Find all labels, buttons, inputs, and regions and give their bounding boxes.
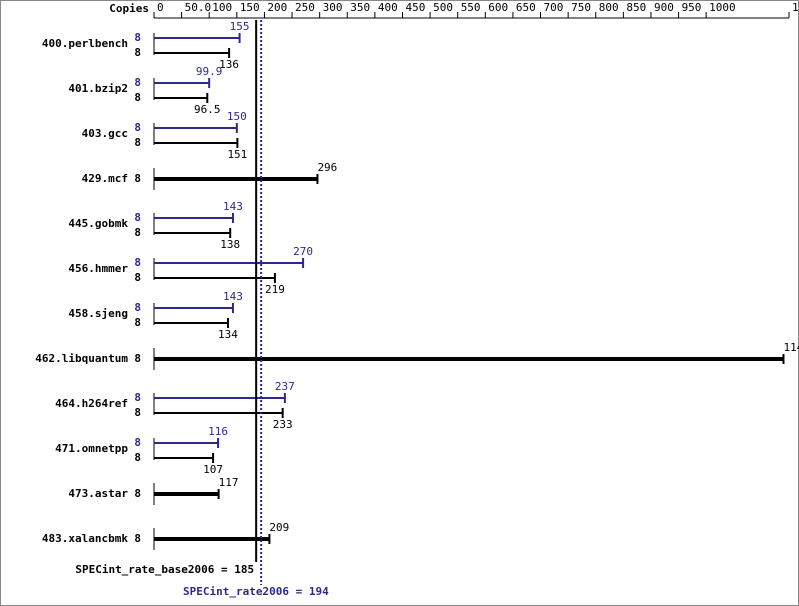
copies-label: 8 [134,391,141,404]
category-label: 462.libquantum [35,352,128,365]
x-tick-label: 550 [461,1,481,14]
x-tick-label: 750 [571,1,591,14]
value-label: 99.9 [196,65,223,78]
x-tick-label: 300 [323,1,343,14]
value-label: 233 [273,418,293,431]
copies-label: 8 [134,532,141,545]
category-label: 483.xalancbmk [42,532,128,545]
value-label: 136 [219,58,239,71]
copies-label: 8 [134,136,141,149]
copies-label: 8 [134,256,141,269]
value-label: 209 [269,521,289,534]
copies-label: 8 [134,121,141,134]
value-label: 117 [219,476,239,489]
copies-label: 8 [134,271,141,284]
x-tick-label: 1000 [709,1,736,14]
copies-label: 8 [134,31,141,44]
category-label: 401.bzip2 [68,82,128,95]
category-label: 464.h264ref [55,397,128,410]
category-label: 400.perlbench [42,37,128,50]
x-tick-label: 400 [378,1,398,14]
x-tick-label: 800 [599,1,619,14]
x-tick-label: 350 [350,1,370,14]
x-tick-label: 50.0 [185,1,212,14]
x-tick-label: 850 [626,1,646,14]
value-label: 116 [208,425,228,438]
copies-label: 8 [134,76,141,89]
copies-label: 8 [134,46,141,59]
value-label: 143 [223,290,243,303]
copies-label: 8 [134,352,141,365]
value-label: 1140 [783,341,799,354]
reference-label: SPECint_rate_base2006 = 185 [75,563,254,576]
copies-label: 8 [134,436,141,449]
copies-label: 8 [134,226,141,239]
x-tick-label: 700 [544,1,564,14]
value-label: 134 [218,328,238,341]
copies-label: 8 [134,91,141,104]
value-label: 296 [317,161,337,174]
x-tick-label: 600 [488,1,508,14]
copies-label: 8 [134,172,141,185]
value-label: 138 [220,238,240,251]
x-tick-label: 100 [212,1,232,14]
x-tick-label: 250 [295,1,315,14]
value-label: 219 [265,283,285,296]
copies-label: 8 [134,487,141,500]
x-tick-label: 500 [433,1,453,14]
value-label: 107 [203,463,223,476]
reference-label: SPECint_rate2006 = 194 [183,585,329,598]
value-label: 151 [227,148,247,161]
category-label: 445.gobmk [68,217,128,230]
copies-label: 8 [134,451,141,464]
category-label: 471.omnetpp [55,442,128,455]
x-tick-label: 650 [516,1,536,14]
x-tick-label: 1150 [792,1,799,14]
copies-label: 8 [134,316,141,329]
x-tick-label: 900 [654,1,674,14]
category-label: 456.hmmer [68,262,128,275]
x-tick-label: 200 [267,1,287,14]
copies-header: Copies [109,2,149,15]
x-tick-label: 150 [240,1,260,14]
value-label: 150 [227,110,247,123]
x-tick-label: 0 [157,1,164,14]
category-label: 473.astar [68,487,128,500]
x-tick-label: 450 [405,1,425,14]
copies-label: 8 [134,406,141,419]
category-label: 403.gcc [82,127,128,140]
value-label: 237 [275,380,295,393]
value-label: 143 [223,200,243,213]
x-tick-label: 950 [682,1,702,14]
value-label: 96.5 [194,103,221,116]
value-label: 155 [230,20,250,33]
category-label: 429.mcf [82,172,128,185]
copies-label: 8 [134,211,141,224]
category-label: 458.sjeng [68,307,128,320]
copies-label: 8 [134,301,141,314]
value-label: 270 [293,245,313,258]
